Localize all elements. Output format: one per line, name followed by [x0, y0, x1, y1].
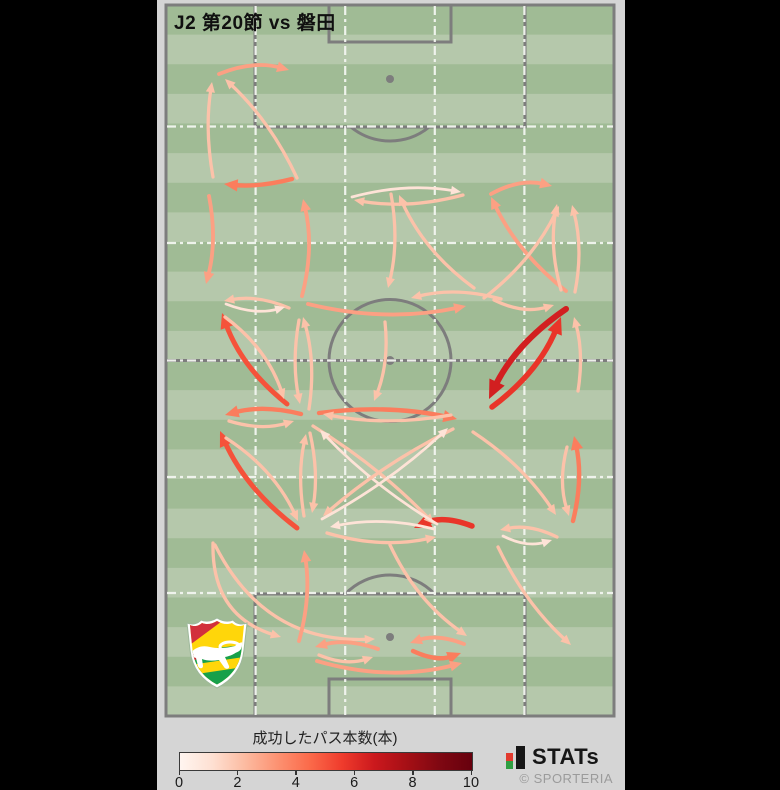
colorbar-tick-mark — [295, 771, 297, 775]
colorbar-gradient — [179, 752, 473, 771]
colorbar-tick-label: 2 — [233, 775, 242, 790]
colorbar-title: 成功したパス本数(本) — [252, 730, 398, 747]
colorbar-ticks: 0 2 4 6 8 10 — [175, 771, 479, 790]
colorbar-tick-mark — [353, 771, 356, 775]
colorbar-tick-mark — [470, 771, 472, 775]
colorbar-tick-label: 10 — [462, 775, 480, 790]
crest-dog — [190, 642, 244, 669]
colorbar-tick-mark — [236, 771, 239, 775]
stats-wordmark: STATs — [532, 744, 600, 769]
copyright-text: © SPORTERIA — [519, 771, 613, 786]
colorbar-tick-mark — [178, 771, 180, 775]
stats-logo-black-bar — [516, 746, 525, 769]
stats-logo-green-block — [506, 761, 513, 769]
colorbar-tick-label: 6 — [350, 775, 359, 790]
colorbar-tick-label: 4 — [291, 775, 300, 790]
pass-arrows — [203, 61, 583, 675]
stats-logo-red-block — [506, 753, 513, 761]
colorbar-tick-label: 8 — [408, 775, 417, 790]
stats-logo: STATs — [505, 743, 625, 789]
match-title: J2 第20節 vs 磐田 — [174, 13, 336, 34]
stats-logo-bar-icon — [506, 753, 513, 769]
colorbar-tick-mark — [412, 771, 414, 775]
colorbar-legend: 成功したパス本数(本) 0 2 4 6 8 10 — [175, 727, 479, 790]
colorbar-tick-label: 0 — [174, 775, 184, 790]
